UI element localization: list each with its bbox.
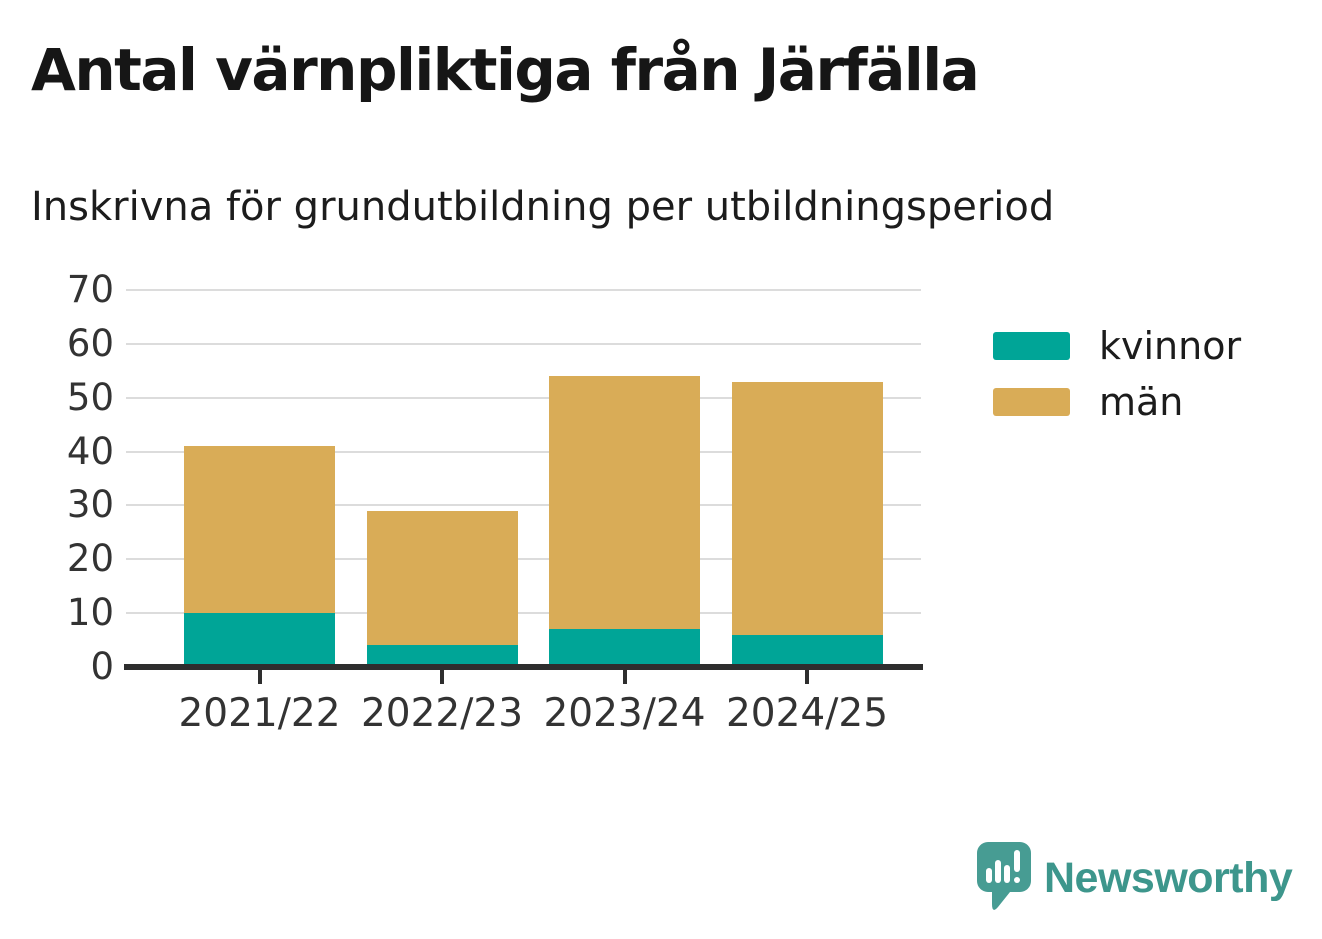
- x-axis-tick-2024/25: [805, 670, 809, 684]
- x-tick-label-2021/22: 2021/22: [178, 691, 341, 736]
- plot-area: 2021/22 2022/23 2023/24 2024/25: [124, 289, 923, 736]
- chart-subtitle: Inskrivna för grundutbildning per utbild…: [31, 184, 1055, 230]
- bar-segment-kvinnor-2021/22: [184, 613, 335, 667]
- bar-segment-män-2021/22: [184, 446, 335, 614]
- x-axis-line: [124, 664, 923, 670]
- gridline-y-40: [126, 450, 921, 453]
- legend-label-män: män: [1099, 380, 1184, 424]
- legend-item-kvinnor: kvinnor: [993, 324, 1241, 368]
- legend-swatch-kvinnor: [993, 332, 1070, 360]
- bar-segment-män-2024/25: [731, 381, 883, 635]
- y-tick-label-20: 20: [66, 537, 114, 581]
- gridline-y-20: [126, 558, 921, 561]
- x-tick-label-2023/24: 2023/24: [543, 691, 706, 736]
- chart-title: Antal värnpliktiga från Järfälla: [31, 36, 980, 104]
- gridline-y-70: [126, 289, 921, 291]
- bar-segment-kvinnor-2023/24: [549, 629, 700, 667]
- newsworthy-wordmark: Newsworthy: [1044, 853, 1293, 902]
- x-axis-tick-2023/24: [622, 670, 627, 684]
- legend-swatch-män: [993, 388, 1070, 416]
- x-tick-label-2022/23: 2022/23: [360, 691, 524, 736]
- bar-segment-män-2023/24: [549, 376, 700, 630]
- y-tick-label-10: 10: [66, 591, 114, 635]
- gridline-y-60: [126, 342, 921, 345]
- y-tick-label-0: 0: [90, 645, 114, 688]
- bar-segment-kvinnor-2022/23: [366, 645, 518, 667]
- x-tick-label-2024/25: 2024/25: [725, 691, 889, 736]
- gridline-y-50: [126, 396, 921, 399]
- gridline-y-30: [126, 504, 921, 507]
- bar-segment-kvinnor-2024/25: [731, 634, 883, 667]
- y-tick-label-30: 30: [66, 483, 114, 527]
- x-axis-tick-2021/22: [257, 670, 262, 684]
- y-tick-label-50: 50: [66, 375, 114, 419]
- legend: kvinnor män: [993, 324, 1241, 436]
- y-tick-label-70: 70: [66, 268, 114, 311]
- y-tick-label-40: 40: [66, 429, 114, 473]
- newsworthy-logo-icon: [977, 842, 1031, 910]
- gridline-y-10: [126, 612, 921, 615]
- legend-item-män: män: [993, 380, 1241, 424]
- bar-segment-män-2022/23: [366, 510, 518, 646]
- legend-label-kvinnor: kvinnor: [1099, 324, 1242, 368]
- newsworthy-branding: Newsworthy: [977, 842, 1293, 914]
- y-tick-label-60: 60: [66, 321, 114, 365]
- x-axis-tick-2022/23: [440, 670, 444, 684]
